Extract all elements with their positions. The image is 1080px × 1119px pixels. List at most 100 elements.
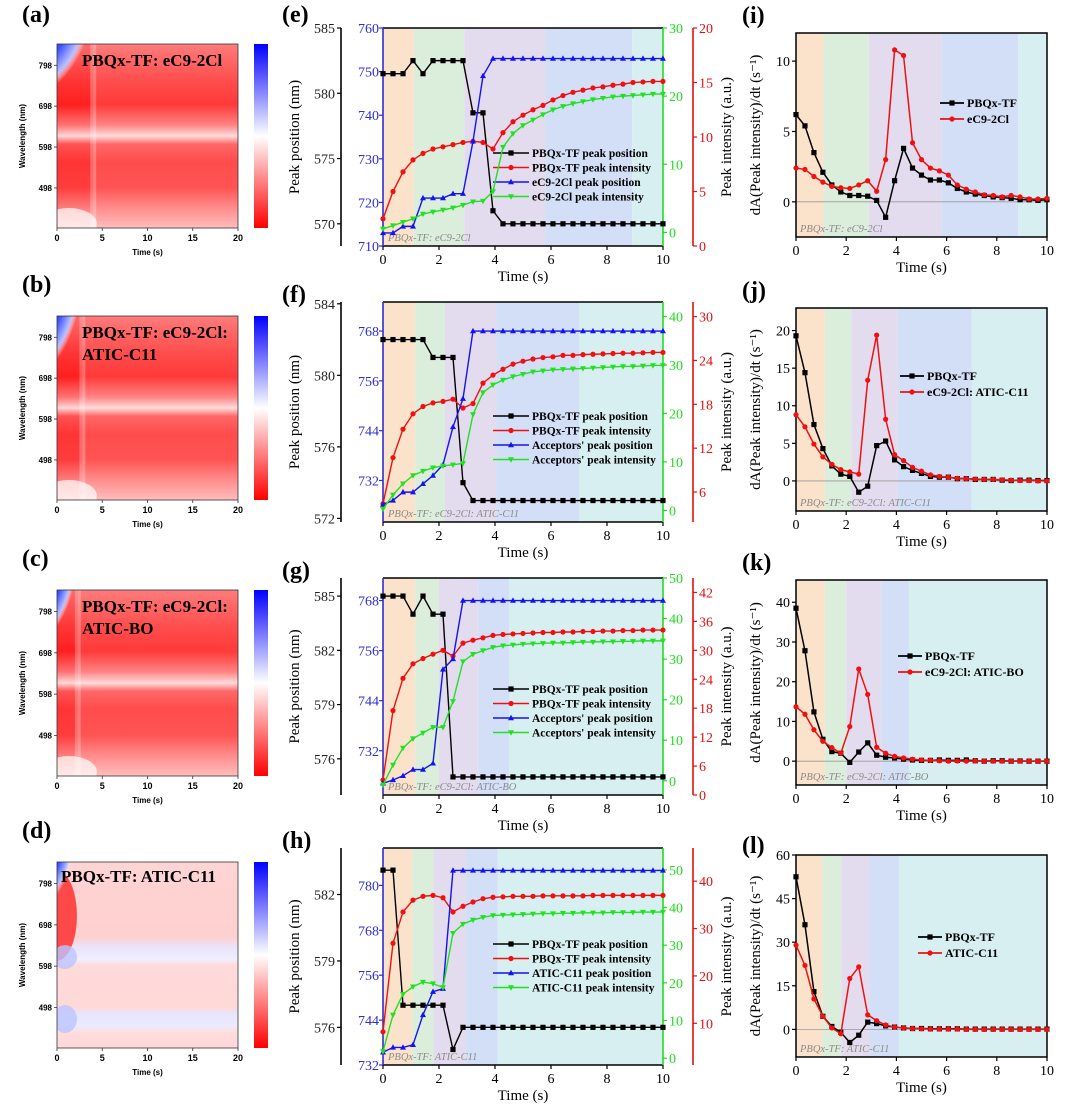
data-point bbox=[399, 991, 406, 998]
data-point bbox=[479, 648, 486, 654]
data-point bbox=[559, 910, 566, 917]
data-point bbox=[599, 55, 606, 61]
blue-y-tick-label: 750 bbox=[358, 66, 379, 81]
data-point bbox=[480, 635, 486, 641]
y-tick-label: 598 bbox=[39, 690, 53, 699]
data-point bbox=[580, 87, 586, 93]
data-point bbox=[500, 497, 506, 504]
data-point bbox=[639, 327, 646, 334]
red-y-tick-label: 30 bbox=[699, 311, 713, 326]
data-point bbox=[470, 110, 476, 116]
data-point bbox=[400, 909, 406, 915]
data-point bbox=[530, 1024, 536, 1030]
data-point bbox=[936, 168, 943, 174]
y-axis-label: Wavelength (nm) bbox=[18, 651, 27, 715]
data-point bbox=[629, 639, 636, 645]
data-point bbox=[429, 209, 436, 216]
y-tick-label: 498 bbox=[39, 184, 53, 193]
data-point bbox=[489, 867, 496, 873]
data-point bbox=[620, 774, 626, 780]
x-tick-label: 10 bbox=[656, 1072, 670, 1087]
x-tick-label: 15 bbox=[188, 781, 198, 791]
data-point bbox=[549, 867, 556, 873]
data-point bbox=[600, 351, 606, 357]
data-point bbox=[580, 352, 586, 358]
legend-label: ATIC-C11 peak intensity bbox=[532, 983, 655, 995]
data-point bbox=[793, 874, 799, 880]
blue-y-tick-label: 710 bbox=[358, 240, 379, 255]
data-point bbox=[410, 157, 416, 163]
heatmap-late-region bbox=[77, 590, 238, 776]
data-point bbox=[650, 349, 656, 356]
data-point bbox=[1017, 758, 1023, 764]
data-point bbox=[489, 189, 496, 195]
data-point bbox=[490, 208, 496, 214]
x-tick-label: 15 bbox=[188, 505, 198, 515]
data-point bbox=[883, 750, 889, 756]
data-point bbox=[945, 180, 951, 186]
legend-label: PBQx-TF peak position bbox=[532, 939, 648, 951]
data-point bbox=[820, 1013, 826, 1019]
sample-annotation: PBQx-TF: ATIC-C11 bbox=[799, 1044, 889, 1055]
data-point bbox=[580, 628, 586, 635]
x-tick-label: 2 bbox=[436, 802, 443, 817]
plot-frame bbox=[795, 579, 1048, 786]
legend-marker bbox=[949, 116, 955, 122]
data-point bbox=[829, 745, 835, 751]
data-point bbox=[610, 497, 616, 504]
data-point bbox=[802, 123, 808, 129]
data-point bbox=[449, 423, 456, 430]
series-atic-c11 bbox=[793, 942, 1050, 1037]
data-point bbox=[954, 185, 960, 192]
data-point bbox=[550, 893, 556, 899]
heatmap-light-region bbox=[57, 756, 97, 776]
data-point bbox=[936, 758, 943, 764]
x-tick-label: 10 bbox=[1040, 792, 1054, 807]
data-point bbox=[490, 497, 496, 504]
data-point bbox=[590, 221, 596, 227]
red-y-tick-label: 20 bbox=[699, 22, 713, 37]
data-point bbox=[460, 405, 466, 411]
plot-frame bbox=[795, 854, 1048, 1058]
data-point bbox=[449, 655, 456, 662]
data-point bbox=[380, 782, 386, 789]
stage-band bbox=[908, 580, 1047, 785]
x-tick-label: 0 bbox=[380, 253, 387, 268]
data-point bbox=[820, 454, 826, 460]
data-point bbox=[802, 424, 808, 430]
data-point bbox=[620, 81, 626, 87]
data-point bbox=[963, 189, 969, 195]
left-y-axis-label: Peak position (nm) bbox=[287, 629, 303, 743]
y-tick-label: 598 bbox=[39, 415, 53, 424]
y-tick-label: 10 bbox=[776, 55, 790, 70]
heatmap-cool-spot bbox=[57, 1005, 77, 1034]
data-point bbox=[480, 497, 486, 504]
data-point bbox=[380, 71, 386, 77]
data-point bbox=[429, 465, 436, 471]
y-tick-label: 0 bbox=[783, 196, 790, 211]
data-point bbox=[530, 497, 536, 504]
heatmap-panel-d: (d) 0 5 10 15 20 498 598 698 798 Time (s) Wavelengt… bbox=[18, 818, 268, 1077]
data-point bbox=[874, 752, 880, 758]
blue-y-tick-label: 720 bbox=[358, 196, 379, 211]
data-point bbox=[509, 597, 516, 603]
data-point bbox=[620, 627, 626, 634]
data-point bbox=[529, 911, 536, 918]
y-tick-label: 798 bbox=[39, 879, 53, 888]
data-point bbox=[540, 893, 546, 899]
data-point bbox=[570, 89, 576, 95]
data-point bbox=[509, 642, 516, 649]
data-point bbox=[550, 97, 556, 103]
data-point bbox=[838, 750, 844, 756]
green-y-tick-label: 10 bbox=[669, 456, 683, 471]
panel-label: (d) bbox=[22, 818, 51, 844]
data-point bbox=[519, 327, 526, 334]
blue-y-tick-label: 732 bbox=[358, 1059, 379, 1074]
stage-band bbox=[823, 33, 869, 237]
stage-band bbox=[822, 855, 842, 1057]
stage-band bbox=[496, 302, 579, 522]
legend-label: ATIC-C11 bbox=[945, 946, 998, 960]
data-point bbox=[439, 463, 446, 469]
data-point bbox=[469, 597, 476, 603]
x-tick-label: 6 bbox=[548, 1072, 555, 1087]
